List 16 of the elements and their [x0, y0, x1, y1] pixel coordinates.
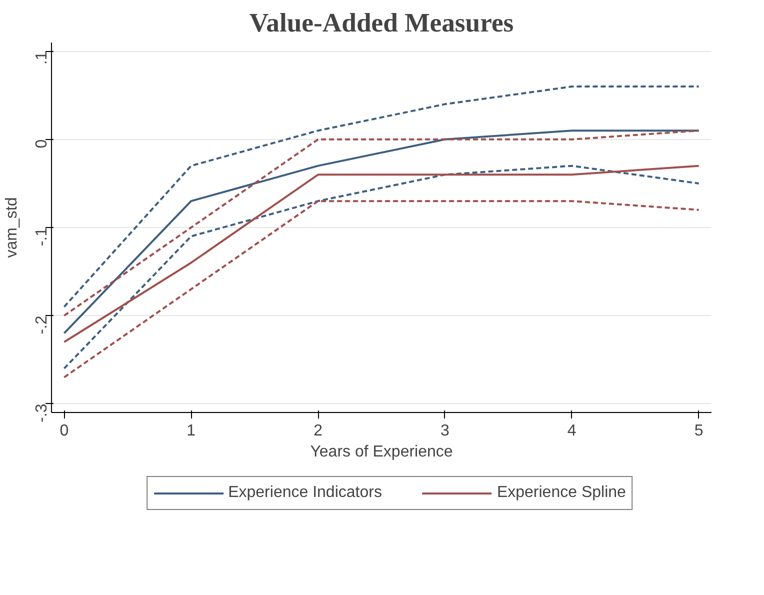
x-tick-label: 0 — [60, 422, 69, 440]
legend-label: Experience Indicators — [228, 484, 382, 502]
y-tick-label: -.2 — [34, 315, 50, 334]
y-tick-label: -.3 — [34, 404, 50, 422]
x-tick-label: 3 — [440, 422, 450, 440]
legend-label: Experience Spline — [496, 484, 626, 502]
y-tick-label: -.1 — [34, 227, 50, 246]
x-tick-label: 4 — [567, 422, 576, 440]
y-tick-label: .1 — [34, 51, 50, 65]
y-axis-title: vam_std — [4, 197, 20, 258]
x-tick-label: 5 — [694, 422, 704, 440]
x-axis-title: Years of Experience — [310, 444, 453, 460]
x-tick-label: 1 — [186, 422, 196, 440]
y-tick-label: 0 — [34, 139, 50, 148]
x-tick-label: 2 — [314, 422, 323, 440]
chart-title: Value-Added Measures — [249, 8, 514, 38]
